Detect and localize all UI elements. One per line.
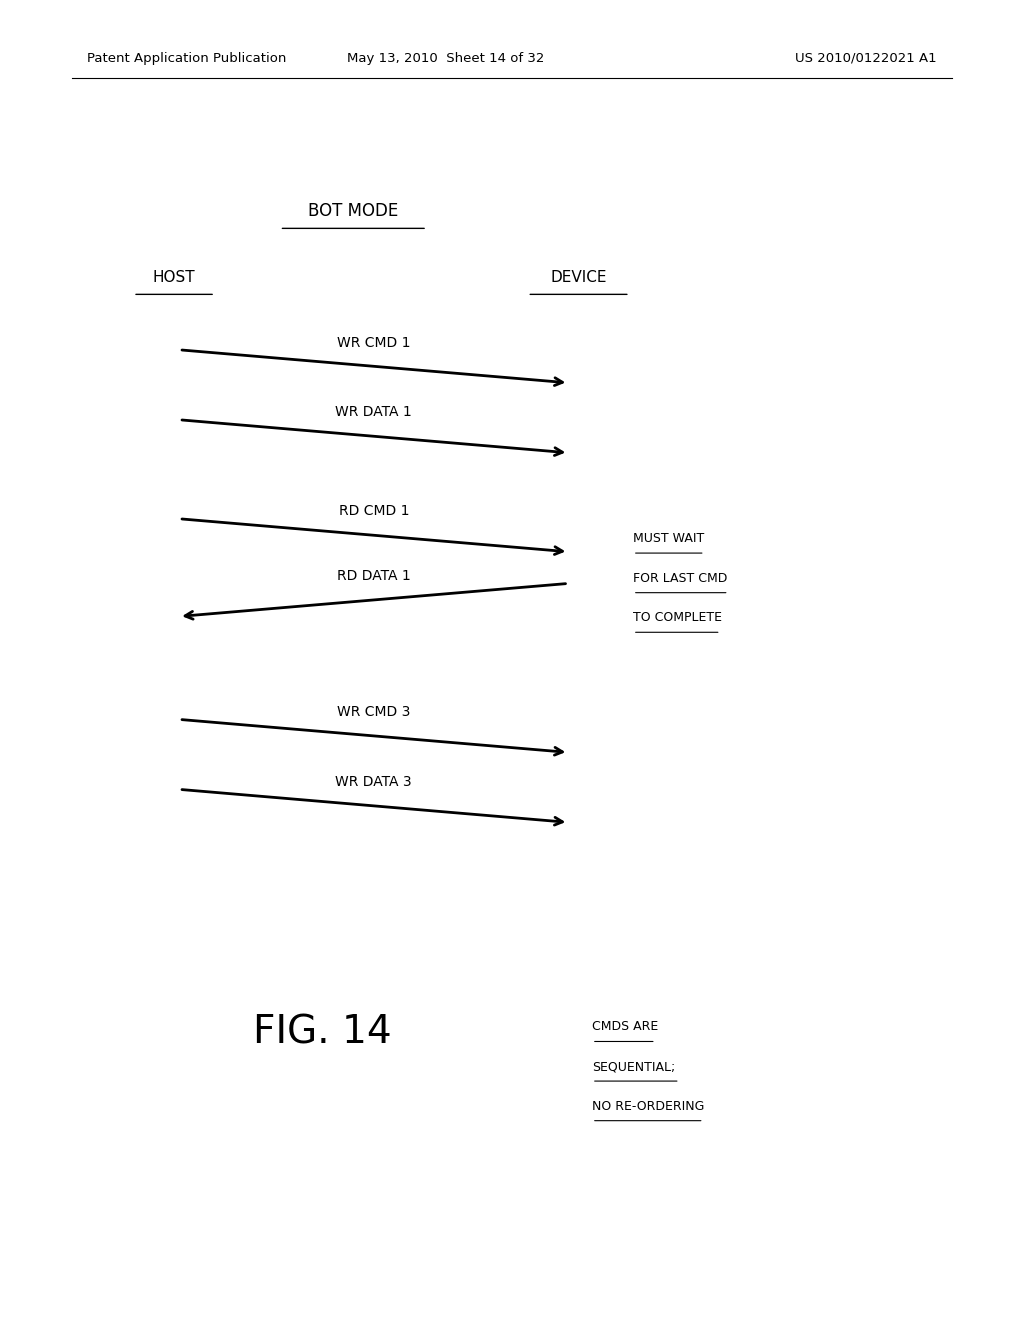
Text: TO COMPLETE: TO COMPLETE [633,611,722,624]
Text: BOT MODE: BOT MODE [308,202,398,220]
Text: RD DATA 1: RD DATA 1 [337,569,411,583]
Text: CMDS ARE: CMDS ARE [592,1020,658,1034]
Text: May 13, 2010  Sheet 14 of 32: May 13, 2010 Sheet 14 of 32 [347,51,544,65]
Text: NO RE-ORDERING: NO RE-ORDERING [592,1100,705,1113]
Text: US 2010/0122021 A1: US 2010/0122021 A1 [796,51,937,65]
Text: WR CMD 1: WR CMD 1 [337,335,411,350]
Text: HOST: HOST [153,269,196,285]
Text: Patent Application Publication: Patent Application Publication [87,51,287,65]
Text: WR DATA 3: WR DATA 3 [336,775,412,789]
Text: RD CMD 1: RD CMD 1 [339,504,409,519]
Text: FOR LAST CMD: FOR LAST CMD [633,572,727,585]
Text: WR DATA 1: WR DATA 1 [336,405,412,420]
Text: WR CMD 3: WR CMD 3 [337,705,411,719]
Text: MUST WAIT: MUST WAIT [633,532,705,545]
Text: FIG. 14: FIG. 14 [253,1014,392,1051]
Text: DEVICE: DEVICE [550,269,607,285]
Text: SEQUENTIAL;: SEQUENTIAL; [592,1060,675,1073]
